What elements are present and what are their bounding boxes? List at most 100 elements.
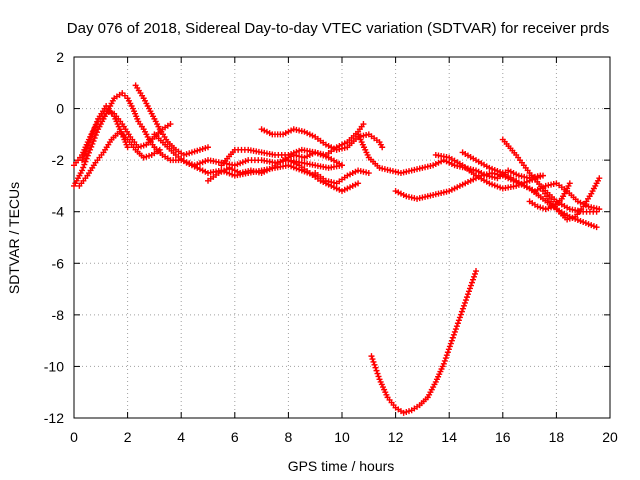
- series-arc-9: [258, 126, 386, 153]
- data-point: [194, 147, 201, 154]
- data-point: [372, 364, 379, 371]
- data-point: [309, 132, 316, 139]
- data-point: [81, 161, 88, 168]
- data-point: [90, 137, 97, 144]
- data-point: [336, 160, 343, 167]
- y-tick-label: -10: [44, 358, 64, 374]
- data-point: [309, 161, 316, 168]
- data-point: [93, 118, 100, 125]
- data-point: [565, 182, 572, 189]
- data-point: [352, 181, 359, 188]
- data-point: [138, 152, 145, 159]
- grid-lines: [74, 57, 610, 418]
- data-point: [282, 151, 289, 158]
- data-point: [524, 167, 531, 174]
- x-tick-label: 20: [602, 429, 618, 445]
- x-axis-label: GPS time / hours: [288, 458, 395, 474]
- data-point: [241, 146, 248, 153]
- data-point: [577, 217, 584, 224]
- data-point: [444, 349, 451, 356]
- data-point: [432, 191, 439, 198]
- series-arc-11: [312, 167, 372, 187]
- data-point: [414, 403, 421, 410]
- y-tick-label: -8: [52, 307, 65, 323]
- data-point: [106, 139, 113, 146]
- data-point: [538, 183, 545, 190]
- data-point: [80, 164, 87, 171]
- data-point: [255, 148, 262, 155]
- data-point: [91, 124, 98, 131]
- y-tick-label: 0: [56, 101, 64, 117]
- data-point: [80, 154, 87, 161]
- data-series: [71, 82, 603, 416]
- data-point: [140, 142, 147, 149]
- data-point: [550, 180, 557, 187]
- series-arc-17: [540, 175, 603, 223]
- data-point: [149, 141, 156, 148]
- data-point: [330, 179, 337, 186]
- data-point: [431, 381, 438, 388]
- data-point: [79, 157, 86, 164]
- data-point: [330, 145, 337, 152]
- data-point: [282, 162, 289, 169]
- data-point: [446, 343, 453, 350]
- data-point: [373, 367, 380, 374]
- data-point: [234, 168, 241, 175]
- data-point: [450, 331, 457, 338]
- data-point: [229, 171, 236, 178]
- data-point: [510, 183, 517, 190]
- data-point: [406, 408, 412, 415]
- data-point: [397, 408, 404, 415]
- x-tick-label: 2: [124, 429, 132, 445]
- series-arc-5: [132, 82, 211, 158]
- data-point: [590, 208, 597, 215]
- data-point: [511, 149, 518, 156]
- data-point: [363, 132, 370, 139]
- data-point: [116, 91, 123, 98]
- x-tick-label: 12: [388, 429, 404, 445]
- data-point: [223, 166, 230, 173]
- data-point: [471, 270, 478, 277]
- data-point: [461, 299, 468, 306]
- data-point: [457, 311, 464, 318]
- data-point: [83, 155, 90, 162]
- data-point: [497, 184, 504, 191]
- data-point: [352, 168, 359, 175]
- data-point: [147, 108, 154, 115]
- data-point: [594, 177, 601, 184]
- data-point: [460, 302, 467, 309]
- data-point: [445, 346, 452, 353]
- data-point: [462, 297, 469, 304]
- data-point: [569, 214, 576, 221]
- series-arc-15: [459, 149, 600, 231]
- data-point: [98, 151, 105, 158]
- series-arc-18: [526, 180, 573, 213]
- data-point: [465, 288, 472, 295]
- data-point: [443, 188, 450, 195]
- data-point: [448, 337, 455, 344]
- data-point: [548, 204, 555, 211]
- data-point: [269, 159, 276, 166]
- series-arc-19: [368, 268, 479, 416]
- data-point: [572, 196, 579, 203]
- data-point: [400, 191, 407, 198]
- data-point: [341, 144, 348, 151]
- data-point: [322, 164, 329, 171]
- data-point: [578, 206, 585, 213]
- data-point: [92, 121, 99, 128]
- data-point: [540, 205, 546, 212]
- data-point: [513, 171, 520, 178]
- data-point: [406, 168, 412, 175]
- data-point: [91, 135, 98, 142]
- data-point: [255, 157, 262, 164]
- data-point: [170, 149, 177, 156]
- data-point: [443, 352, 450, 359]
- data-point: [109, 97, 116, 104]
- data-point: [298, 153, 305, 160]
- data-point: [562, 214, 569, 221]
- data-point: [336, 186, 343, 193]
- data-point: [202, 145, 209, 152]
- data-point: [497, 169, 504, 176]
- data-point: [368, 353, 375, 360]
